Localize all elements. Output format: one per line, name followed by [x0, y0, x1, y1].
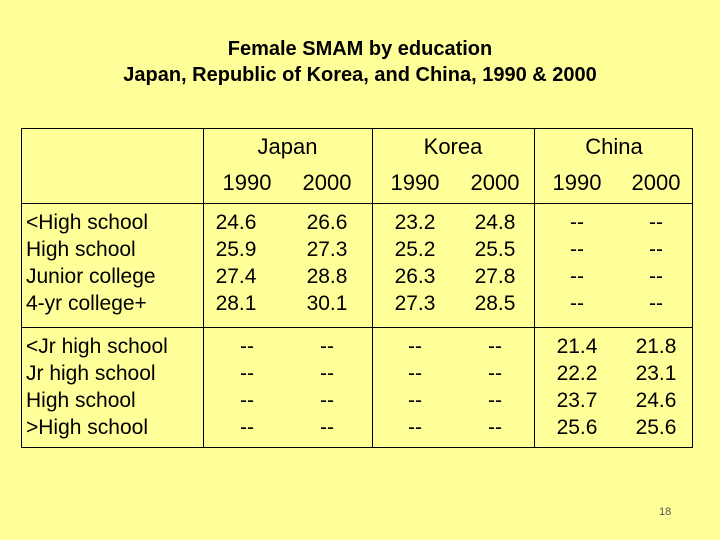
table-cell: 27.4	[215, 265, 257, 288]
table-cell: --	[408, 416, 422, 439]
table-cell: --	[649, 292, 663, 315]
title-line-1: Female SMAM by education	[227, 38, 493, 60]
table-cell: --	[488, 389, 502, 412]
data-column-korea-2000: -- -- -- --	[456, 333, 534, 441]
data-column-korea-1990: 23.2 25.2 26.3 27.3	[376, 209, 454, 317]
table-cell: --	[570, 292, 584, 315]
table-cell: --	[320, 416, 334, 439]
table-cell: 26.3	[394, 265, 436, 288]
table-cell: --	[570, 238, 584, 261]
data-column-china-2000: 21.8 23.1 24.6 25.6	[618, 333, 694, 441]
row-label: <High school	[26, 211, 148, 234]
table-cell: 26.6	[306, 211, 348, 234]
table-cell: 21.4	[556, 335, 598, 358]
table-cell: 24.6	[635, 389, 677, 412]
table-cell: --	[488, 416, 502, 439]
table-cell: 25.2	[394, 238, 436, 261]
year-header: 1990	[552, 170, 602, 195]
table-cell: 25.9	[215, 238, 257, 261]
table-cell: --	[408, 362, 422, 385]
page-number: 18	[659, 506, 672, 518]
row-label: Junior college	[26, 265, 156, 288]
table-cell: 27.3	[306, 238, 348, 261]
table-cell: --	[408, 389, 422, 412]
year-header: 2000	[631, 170, 681, 195]
table-cell: 22.2	[556, 362, 598, 385]
group-divider	[22, 327, 692, 328]
country-header-korea: Korea	[423, 134, 483, 159]
table-cell: --	[488, 335, 502, 358]
korea-china-divider	[534, 129, 535, 447]
table-cell: 28.1	[215, 292, 257, 315]
table-cell: 23.1	[635, 362, 677, 385]
row-labels-group-2: <Jr high school Jr high school High scho…	[26, 333, 168, 441]
table-cell: 24.6	[215, 211, 257, 234]
table-cell: --	[570, 265, 584, 288]
table-cell: --	[649, 211, 663, 234]
data-column-japan-2000: -- -- -- --	[288, 333, 366, 441]
data-column-china-1990: 21.4 22.2 23.7 25.6	[538, 333, 616, 441]
year-header: 2000	[470, 170, 520, 195]
country-header-japan: Japan	[257, 134, 318, 159]
table-cell: 30.1	[306, 292, 348, 315]
data-column-korea-2000: 24.8 25.5 27.8 28.5	[456, 209, 534, 317]
table-cell: 28.8	[306, 265, 348, 288]
table-cell: --	[240, 335, 254, 358]
japan-korea-divider	[372, 129, 373, 447]
table-cell: --	[570, 211, 584, 234]
table-cell: 25.6	[556, 416, 598, 439]
row-label: >High school	[26, 416, 148, 439]
row-label: High school	[26, 238, 136, 261]
table-cell: --	[408, 335, 422, 358]
year-header: 1990	[222, 170, 272, 195]
smam-table: Japan Korea China 1990 2000 1990 2000 19…	[21, 128, 693, 448]
table-cell: --	[240, 389, 254, 412]
table-cell: --	[488, 362, 502, 385]
title-line-2: Japan, Republic of Korea, and China, 199…	[123, 64, 597, 86]
row-label: 4-yr college+	[26, 292, 147, 315]
data-column-china-2000: -- -- -- --	[618, 209, 694, 317]
table-cell: 28.5	[474, 292, 516, 315]
table-cell: 27.3	[394, 292, 436, 315]
data-column-china-1990: -- -- -- --	[538, 209, 616, 317]
table-cell: 25.5	[474, 238, 516, 261]
row-label: Jr high school	[26, 362, 156, 385]
table-cell: 23.2	[394, 211, 436, 234]
row-label: High school	[26, 389, 136, 412]
table-cell: --	[240, 416, 254, 439]
table-cell: 27.8	[474, 265, 516, 288]
year-header: 1990	[390, 170, 440, 195]
country-header-china: China	[585, 134, 643, 159]
table-cell: --	[320, 362, 334, 385]
table-cell: --	[649, 238, 663, 261]
header-divider	[22, 203, 692, 204]
label-column-divider	[203, 129, 204, 447]
year-header: 2000	[302, 170, 352, 195]
data-column-japan-1990: -- -- -- --	[208, 333, 286, 441]
table-cell: 23.7	[556, 389, 598, 412]
table-cell: --	[320, 335, 334, 358]
row-label: <Jr high school	[26, 335, 168, 358]
table-cell: --	[649, 265, 663, 288]
data-column-japan-2000: 26.6 27.3 28.8 30.1	[288, 209, 366, 317]
table-cell: 24.8	[474, 211, 516, 234]
data-column-japan-1990: 24.6 25.9 27.4 28.1	[208, 209, 264, 317]
slide-title: Female SMAM by education Japan, Republic…	[0, 36, 720, 88]
table-cell: 21.8	[635, 335, 677, 358]
table-cell: 25.6	[635, 416, 677, 439]
table-cell: --	[320, 389, 334, 412]
table-cell: --	[240, 362, 254, 385]
row-labels-group-1: <High school High school Junior college …	[26, 209, 156, 317]
data-column-korea-1990: -- -- -- --	[376, 333, 454, 441]
